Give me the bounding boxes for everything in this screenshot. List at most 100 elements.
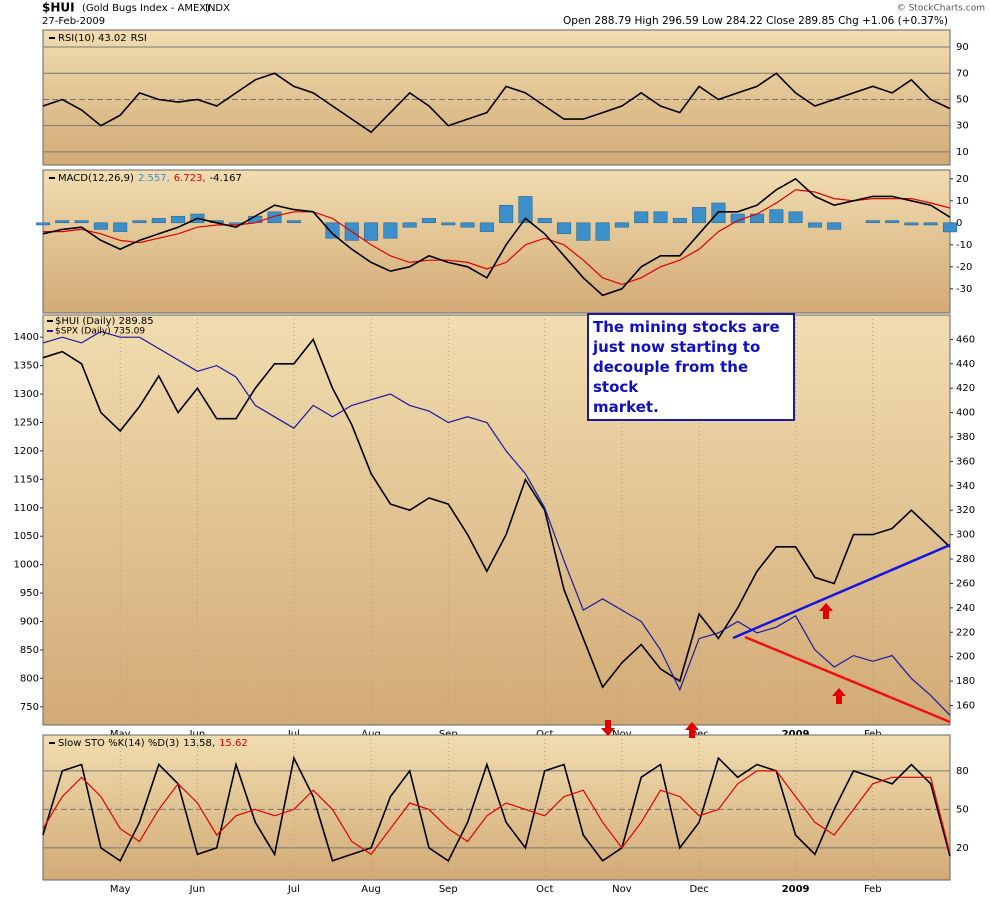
histogram-bar [885,220,900,224]
y-tick-label: 750 [20,702,39,713]
histogram-bar [267,211,282,224]
y-tick-label: -20 [956,262,972,273]
annotation: The mining stocks are just now starting … [587,313,795,421]
y2-tick-label: 400 [956,408,975,419]
legend-swatch [47,320,53,322]
legend-entry: RSI [131,33,147,44]
y2-tick-label: 180 [956,676,975,687]
y-tick-label: 20 [956,843,969,854]
histogram-bar [421,218,436,224]
y-tick-label: 10 [956,147,969,158]
histogram-bar [35,222,51,226]
annotation-line: just now starting to [593,338,761,356]
y2-tick-label: 160 [956,700,975,711]
legend-swatch [47,330,53,332]
histogram-bar [557,222,572,235]
panel-background [42,169,951,314]
y2-tick-label: 360 [956,456,975,467]
legend-swatch [49,177,55,179]
histogram-bar [151,218,166,224]
histogram-bar [113,222,128,232]
x-tick-label: 2009 [782,884,810,895]
index-name: (Gold Bugs Index - AMEX) [82,3,210,14]
y2-tick-label: 420 [956,383,975,394]
legend-entry: -4.167 [210,173,242,184]
y2-tick-label: 320 [956,505,975,516]
y-tick-label: 70 [956,68,969,79]
histogram-bar [634,211,649,224]
histogram-bar [865,220,880,224]
histogram-bar [499,204,514,224]
y-tick-label: 1000 [14,560,39,571]
histogram-bar [74,220,89,224]
y-tick-label: 30 [956,121,969,132]
y2-tick-label: 380 [956,432,975,443]
histogram-bar [286,220,301,224]
histogram-bar [441,222,456,226]
x-tick-label: Jun [189,884,206,895]
histogram-bar [402,222,417,228]
y-tick-label: 1150 [14,474,39,485]
legend-entry: 2.557, [138,173,170,184]
y-tick-label: 1400 [14,332,39,343]
y-tick-label: 80 [956,766,969,777]
y-tick-label: -10 [956,240,972,251]
series-line [42,770,951,856]
y-tick-label: 50 [956,94,969,105]
y2-tick-label: 440 [956,359,975,370]
y-tick-label: 850 [20,645,39,656]
y-tick-label: 1100 [14,503,39,514]
histogram-bar [576,222,591,241]
histogram-bar [93,222,108,230]
legend-swatch [49,742,55,744]
y-tick-label: 1250 [14,417,39,428]
y2-tick-label: 340 [956,481,975,492]
series-line [42,330,951,716]
y-tick-label: 950 [20,588,39,599]
legend-entry: $SPX (Daily) 735.09 [55,327,145,337]
histogram-bar [132,220,147,224]
panel-background [42,29,951,166]
trend-lines [601,543,951,738]
date: 27-Feb-2009 [42,16,105,27]
histogram-bar [364,222,379,241]
y2-tick-label: 240 [956,603,975,614]
histogram-bar [383,222,398,239]
panel-title: Slow STO %K(14) %D(3) [58,738,179,749]
histogram-bar [518,196,533,224]
annotation-line: decouple from the stock [593,358,749,396]
x-tick-label: Dec [689,884,708,895]
legend-entry: 6.723, [174,173,206,184]
histogram-bar [807,222,822,228]
histogram-bar [653,211,668,224]
panel-background [42,314,951,726]
legend-entry: 15.62 [219,738,248,749]
y2-tick-label: 460 [956,334,975,345]
x-tick-label: Sep [439,884,458,895]
x-tick-label: May [110,884,131,895]
histogram-bar [171,215,186,224]
x-tick-label: Nov [612,884,632,895]
histogram-bar [325,222,340,239]
histogram-bar [672,218,687,224]
y2-tick-label: 300 [956,530,975,541]
y-tick-label: 0 [956,218,962,229]
histogram-bar [479,222,494,232]
histogram-bar [923,222,938,226]
x-tick-label: Oct [536,884,553,895]
histogram-bar [537,218,552,224]
y2-tick-label: 200 [956,652,975,663]
series-line [42,72,951,134]
histogram-bar [55,220,70,224]
y-tick-label: 900 [20,617,39,628]
y-tick-label: 1050 [14,531,39,542]
series-line [42,755,951,862]
y-tick-label: 90 [956,42,969,53]
x-tick-label: Jul [287,884,300,895]
series-line [42,177,951,297]
panel-title: MACD(12,26,9) [58,173,134,184]
y2-tick-label: 280 [956,554,975,565]
series-line [42,337,951,689]
y-tick-label: 50 [956,804,969,815]
